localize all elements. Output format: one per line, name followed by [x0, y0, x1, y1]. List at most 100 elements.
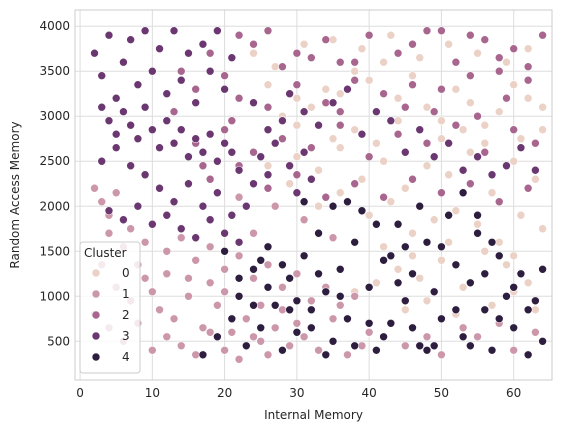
data-point-cluster-4 [480, 269, 490, 279]
data-point-cluster-4 [538, 264, 547, 274]
data-point-cluster-4 [393, 219, 403, 229]
data-point-cluster-4 [437, 242, 446, 252]
data-point-cluster-3 [256, 152, 266, 162]
data-point-cluster-0 [451, 84, 461, 94]
data-point-cluster-1 [191, 255, 200, 265]
data-point-cluster-3 [191, 98, 200, 108]
data-point-cluster-1 [220, 287, 229, 297]
data-point-cluster-4 [307, 305, 316, 315]
data-point-cluster-4 [531, 296, 540, 306]
data-point-cluster-0 [328, 134, 338, 144]
data-point-cluster-4 [256, 255, 266, 265]
x-tick-label: 10 [145, 386, 160, 400]
data-points [90, 26, 547, 364]
data-point-cluster-3 [205, 66, 215, 76]
data-point-cluster-3 [162, 89, 172, 99]
data-point-cluster-3 [198, 147, 208, 157]
data-point-cluster-1 [184, 273, 193, 283]
data-point-cluster-1 [213, 300, 222, 310]
data-point-cluster-1 [148, 345, 157, 355]
data-point-cluster-0 [386, 30, 396, 40]
data-point-cluster-3 [198, 39, 208, 49]
data-point-cluster-0 [523, 278, 533, 288]
legend-box [79, 241, 141, 374]
data-point-cluster-3 [119, 107, 128, 117]
data-point-cluster-4 [249, 264, 258, 274]
data-point-cluster-0 [415, 53, 425, 63]
data-point-cluster-2 [169, 107, 179, 117]
data-point-cluster-1 [198, 323, 208, 333]
data-point-cluster-3 [307, 174, 316, 184]
data-point-cluster-2 [292, 80, 302, 90]
legend-marker-2 [91, 310, 101, 320]
data-point-cluster-0 [357, 174, 367, 184]
data-point-cluster-2 [437, 84, 446, 94]
data-point-cluster-4 [386, 318, 396, 328]
data-point-cluster-0 [292, 120, 302, 130]
data-point-cluster-3 [191, 233, 200, 243]
data-point-cluster-3 [169, 26, 179, 36]
data-point-cluster-3 [126, 35, 135, 45]
data-point-cluster-4 [466, 278, 475, 288]
data-point-cluster-3 [372, 107, 381, 117]
data-point-cluster-2 [437, 26, 446, 36]
legend-marker-1 [91, 289, 101, 299]
data-point-cluster-0 [444, 237, 453, 247]
data-point-cluster-2 [494, 66, 504, 76]
data-point-cluster-3 [249, 98, 258, 108]
data-point-cluster-2 [422, 138, 432, 148]
data-point-cluster-1 [285, 341, 294, 351]
data-point-cluster-1 [509, 345, 518, 355]
data-point-cluster-0 [270, 62, 280, 72]
data-point-cluster-4 [466, 341, 475, 351]
data-point-cluster-0 [480, 138, 490, 148]
data-point-cluster-2 [466, 30, 475, 40]
y-axis-label: Random Access Memory [8, 121, 22, 268]
data-point-cluster-4 [314, 269, 323, 279]
data-point-cluster-1 [176, 233, 186, 243]
data-point-cluster-0 [509, 80, 518, 90]
data-point-cluster-3 [148, 66, 157, 76]
data-point-cluster-2 [205, 174, 215, 184]
data-point-cluster-1 [155, 305, 164, 315]
data-point-cluster-0 [523, 93, 533, 103]
data-point-cluster-4 [263, 282, 273, 292]
data-point-cluster-3 [487, 170, 497, 180]
x-tick-label: 0 [76, 386, 84, 400]
data-point-cluster-1 [184, 291, 193, 301]
data-point-cluster-3 [176, 224, 186, 234]
data-point-cluster-2 [321, 98, 331, 108]
data-point-cluster-3 [133, 201, 143, 211]
data-point-cluster-4 [523, 350, 533, 360]
data-point-cluster-2 [205, 48, 215, 58]
data-point-cluster-2 [198, 161, 208, 171]
data-point-cluster-2 [494, 197, 504, 207]
y-tick-labels: 500 1000 1500 2000 2500 3000 3500 4000 [39, 19, 70, 348]
data-point-cluster-3 [104, 30, 114, 40]
data-point-cluster-4 [285, 273, 294, 283]
data-point-cluster-0 [307, 102, 316, 112]
legend-marker-3 [91, 331, 101, 341]
data-point-cluster-0 [372, 278, 381, 288]
data-point-cluster-2 [523, 75, 533, 85]
data-point-cluster-2 [494, 53, 504, 63]
data-point-cluster-3 [111, 93, 121, 103]
data-point-cluster-4 [444, 210, 453, 220]
data-point-cluster-2 [538, 30, 547, 40]
data-point-cluster-4 [458, 332, 468, 342]
data-point-cluster-2 [278, 62, 287, 72]
data-point-cluster-0 [408, 71, 417, 81]
data-point-cluster-3 [502, 161, 511, 171]
data-point-cluster-4 [299, 251, 309, 261]
data-point-cluster-3 [205, 129, 215, 139]
data-point-cluster-2 [364, 30, 374, 40]
data-point-cluster-1 [292, 318, 302, 328]
data-point-cluster-4 [335, 291, 345, 301]
data-point-cluster-2 [335, 57, 345, 67]
data-point-cluster-1 [234, 354, 244, 364]
data-point-cluster-2 [263, 26, 273, 36]
data-point-cluster-1 [278, 305, 287, 315]
data-point-cluster-0 [292, 152, 302, 162]
data-point-cluster-1 [227, 327, 237, 337]
data-point-cluster-2 [321, 192, 331, 202]
